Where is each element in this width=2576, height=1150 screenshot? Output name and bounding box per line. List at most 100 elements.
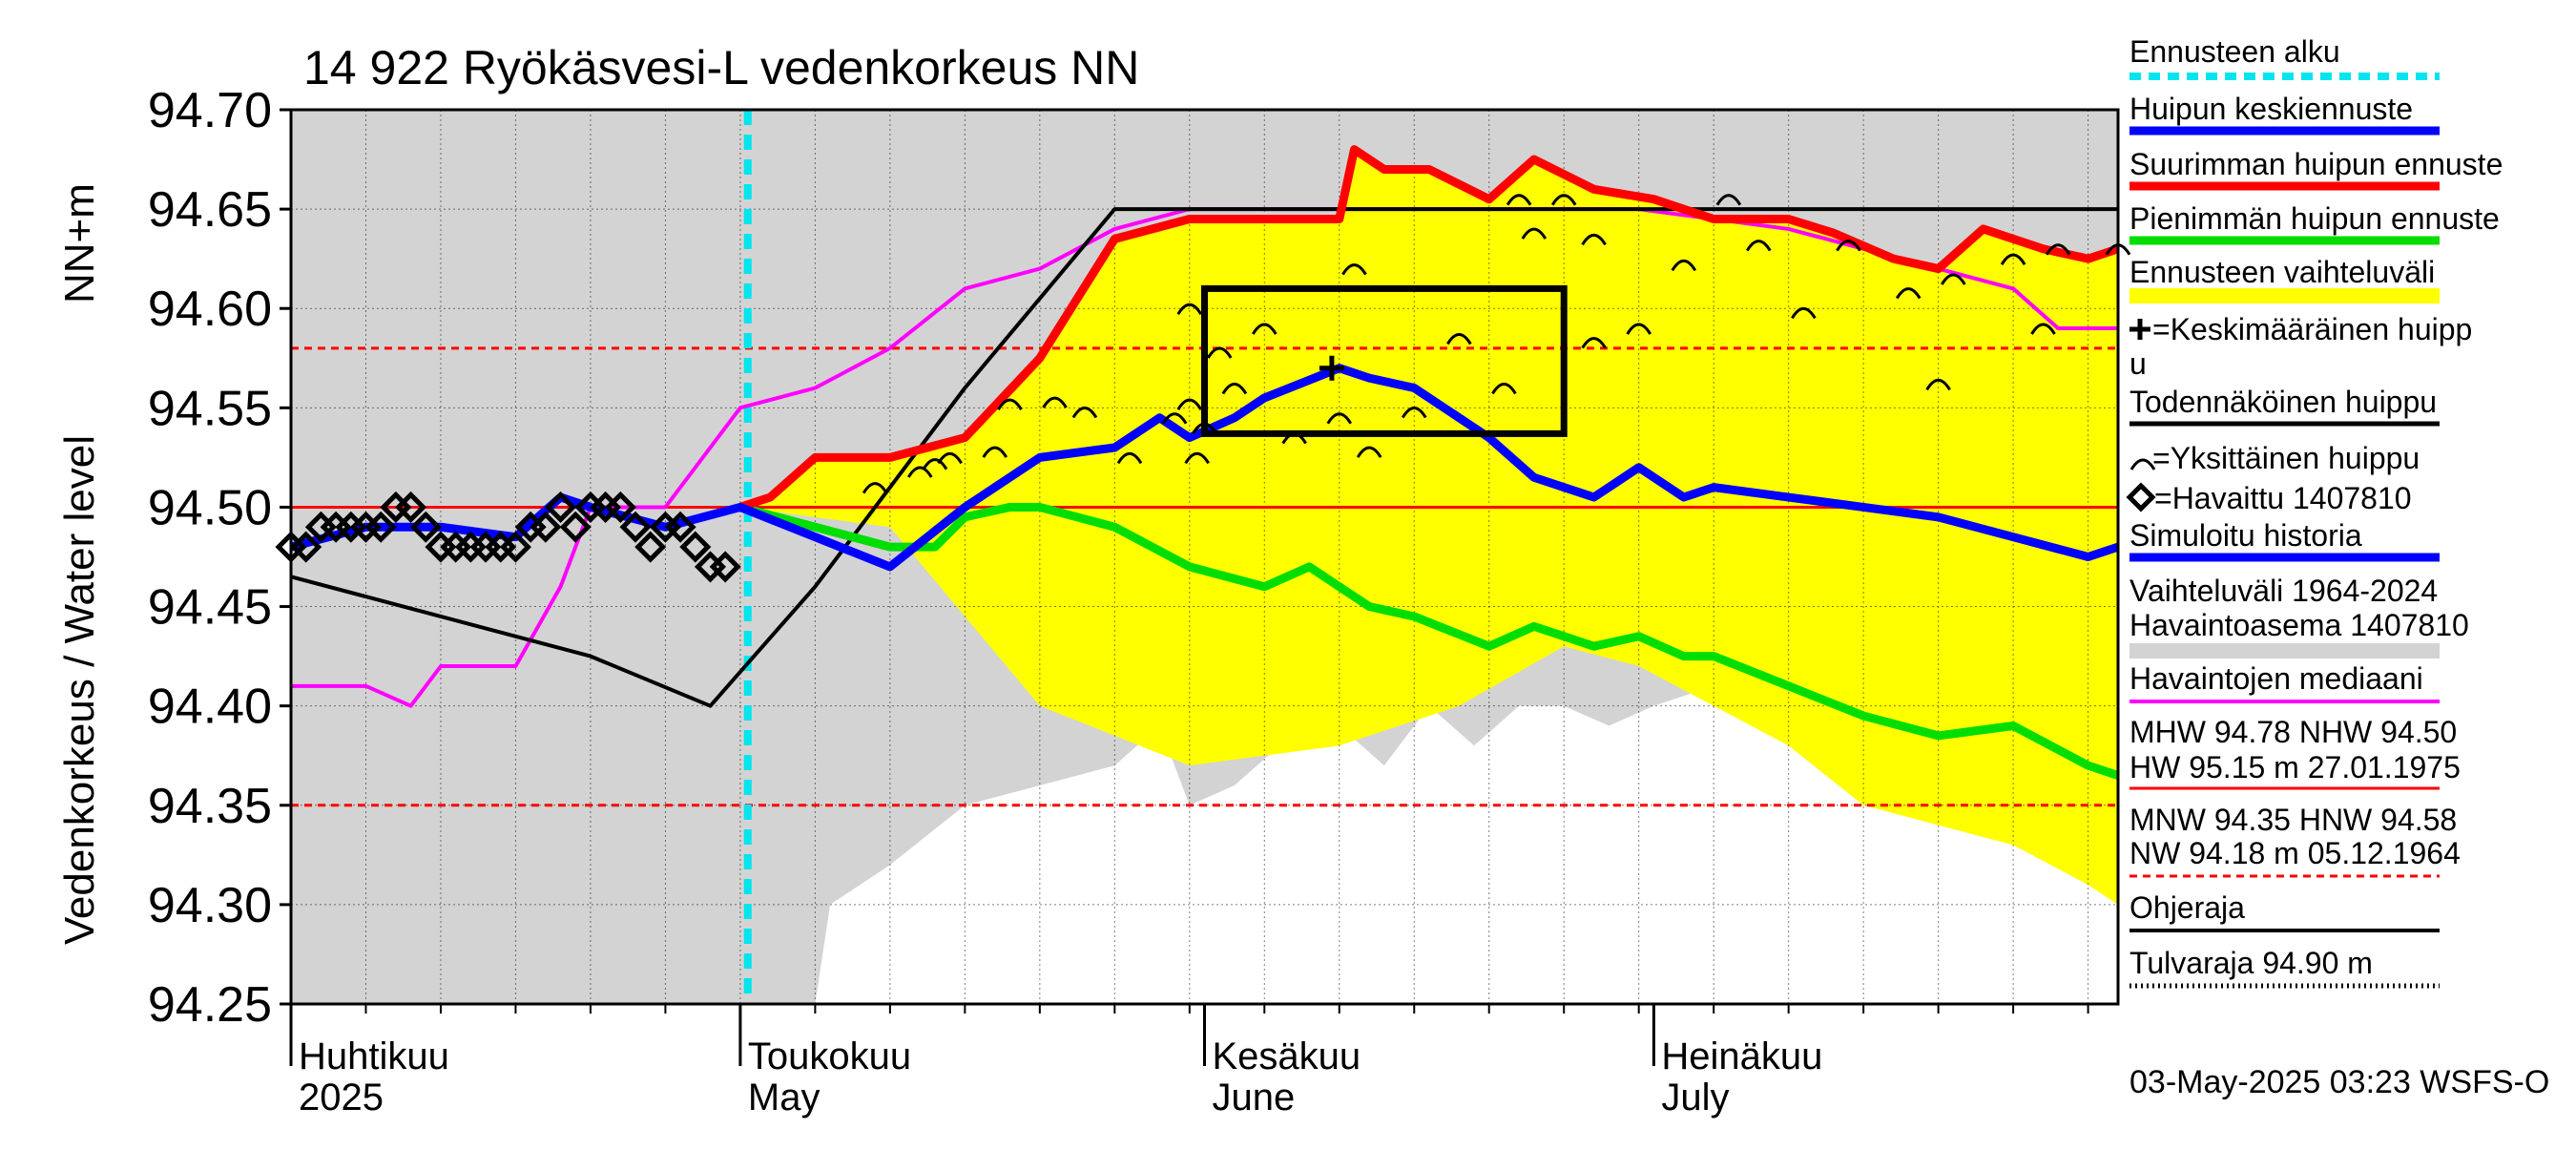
individual-peak <box>1925 378 1951 391</box>
series-line <box>738 502 2120 780</box>
legend-label: NW 94.18 m 05.12.1964 <box>2129 836 2461 870</box>
footer-timestamp: 03-May-2025 03:23 WSFS-O <box>2129 1064 2549 1100</box>
legend-label: MHW 94.78 NHW 94.50 <box>2129 715 2457 749</box>
chart-title: 14 922 Ryökäsvesi-L vedenkorkeus NN <box>303 41 1139 94</box>
individual-peak <box>937 451 963 465</box>
observed-point <box>604 491 636 523</box>
observed-point <box>395 491 427 523</box>
individual-peak <box>1745 240 1772 252</box>
legend-swatch <box>2129 643 2440 659</box>
individual-peak <box>1341 263 1367 276</box>
y-tick-label: 94.30 <box>148 878 272 933</box>
y-tick-label: 94.70 <box>148 83 272 138</box>
individual-peak <box>2030 323 2056 335</box>
individual-peak <box>1581 233 1607 246</box>
individual-peak <box>1252 323 1278 335</box>
series-line <box>738 145 2120 512</box>
y-tick-label: 94.65 <box>148 182 272 238</box>
legend-label: Vaihteluväli 1964-2024 <box>2129 574 2438 608</box>
individual-peak <box>1581 337 1607 349</box>
month-label-fi: Huhtikuu <box>299 1035 449 1077</box>
individual-peak <box>1715 194 1742 206</box>
legend-swatch <box>2129 288 2440 303</box>
legend-label: Ennusteen vaihteluväli <box>2129 255 2435 289</box>
individual-peak <box>1626 323 1652 335</box>
observed-point <box>664 511 696 543</box>
individual-peak <box>1791 306 1817 320</box>
y-tick-label: 94.55 <box>148 381 272 436</box>
legend-label: u <box>2129 346 2147 381</box>
y-axis-label-left: Vedenkorkeus / Water level <box>56 435 103 945</box>
individual-peak <box>997 398 1023 410</box>
legend-label: Suurimman huipun ennuste <box>2129 147 2503 181</box>
observed-point <box>619 511 652 543</box>
legend-label: =Yksittäinen huippu <box>2152 441 2420 475</box>
individual-peak <box>1176 398 1203 410</box>
individual-peak <box>1506 194 1532 206</box>
individual-peak <box>1184 451 1210 465</box>
individual-peak <box>1116 451 1143 465</box>
individual-peak <box>1941 273 1966 285</box>
observed-point <box>559 511 592 543</box>
legend-label: Ennusteen alku <box>2129 34 2340 69</box>
legend-label: Ohjeraja <box>2129 890 2245 925</box>
legend-label: Huipun keskiennuste <box>2129 92 2413 126</box>
observed-point <box>290 531 322 563</box>
individual-peak <box>2000 253 2026 265</box>
month-label-fi: Heinäkuu <box>1661 1035 1822 1077</box>
individual-peak <box>1042 396 1068 408</box>
observed-point <box>499 531 531 563</box>
individual-peak <box>1161 412 1188 425</box>
individual-peak <box>1206 346 1233 359</box>
individual-peak <box>1326 412 1353 425</box>
individual-peak <box>1521 227 1548 240</box>
individual-peak <box>1550 194 1577 206</box>
forecast-range-area <box>739 149 2118 905</box>
observed-point <box>364 511 397 543</box>
observed-point <box>530 511 562 543</box>
month-label-en: July <box>1661 1077 1729 1119</box>
month-label-en: 2025 <box>299 1077 384 1119</box>
observed-point <box>634 531 667 563</box>
individual-peak <box>1895 287 1922 300</box>
individual-peak <box>922 458 948 470</box>
individual-peak <box>1221 383 1248 395</box>
individual-peak <box>1446 332 1472 345</box>
observed-point <box>709 551 741 583</box>
month-label-en: June <box>1213 1077 1296 1119</box>
individual-peak <box>1071 407 1098 419</box>
individual-peak <box>862 482 888 494</box>
y-tick-label: 94.45 <box>148 580 272 636</box>
legend-label: Tulvaraja 94.90 m <box>2129 946 2373 980</box>
y-tick-label: 94.40 <box>148 680 272 735</box>
observed-point <box>545 491 577 523</box>
individual-peak <box>1491 383 1517 395</box>
legend-label: =Keskimääräinen huipp <box>2152 312 2472 346</box>
y-tick-label: 94.25 <box>148 977 272 1033</box>
series-line <box>290 207 2118 708</box>
individual-peak <box>1401 407 1427 419</box>
probable-peak-box <box>1201 284 1568 437</box>
legend-label: Todennäköinen huippu <box>2129 385 2437 419</box>
individual-peak <box>1176 303 1203 316</box>
legend-label: Simuloitu historia <box>2129 518 2362 553</box>
mean-peak-marker <box>1319 355 1344 381</box>
legend-mean-peak-icon <box>2129 319 2150 340</box>
individual-peak <box>906 466 933 478</box>
legend-label: Pienimmän huipun ennuste <box>2129 201 2500 236</box>
legend-label: Havaintoasema 1407810 <box>2129 608 2469 642</box>
individual-peak <box>1671 259 1697 272</box>
individual-peak <box>982 446 1008 458</box>
individual-peak <box>1836 240 1861 252</box>
legend-label: =Havaittu 1407810 <box>2154 481 2412 515</box>
month-label-fi: Kesäkuu <box>1213 1035 1361 1077</box>
month-label-fi: Toukokuu <box>748 1035 911 1077</box>
y-axis-label-right: NN+m <box>56 183 103 303</box>
month-label-en: May <box>748 1077 821 1119</box>
individual-peak <box>2045 243 2071 256</box>
y-tick-label: 94.35 <box>148 779 272 834</box>
observed-point <box>679 531 712 563</box>
legend-label: MNW 94.35 HNW 94.58 <box>2129 803 2457 837</box>
individual-peak <box>1356 446 1382 458</box>
